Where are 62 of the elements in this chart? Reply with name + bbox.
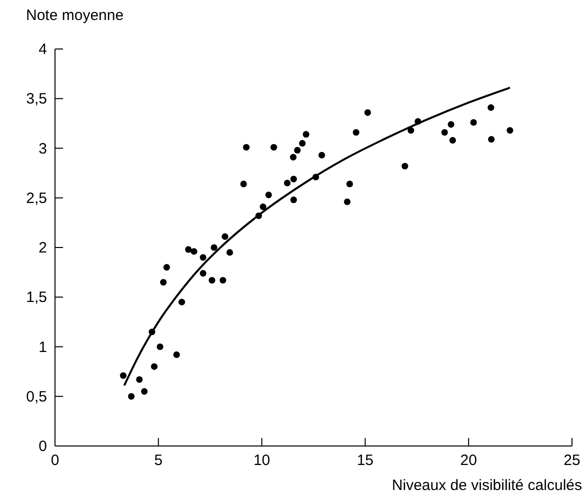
point	[240, 180, 247, 188]
point	[290, 154, 297, 160]
point	[265, 192, 272, 198]
point	[190, 248, 198, 255]
x-tick-label: 25	[564, 452, 580, 469]
y-tick-label: 4	[38, 41, 47, 58]
point	[402, 162, 408, 170]
x-tick-label: 10	[253, 452, 270, 469]
y-tick-label: 2	[38, 240, 47, 256]
point	[120, 372, 127, 379]
point	[290, 196, 297, 204]
y-tick-label: 3	[38, 140, 47, 158]
point	[200, 270, 206, 277]
y-tick-label: 0,5	[26, 388, 47, 406]
point	[290, 176, 297, 182]
point	[222, 233, 228, 240]
y-axis-title: Note moyenne	[26, 7, 124, 24]
point	[470, 119, 477, 126]
point	[260, 204, 266, 210]
x-tick-label: 5	[154, 452, 163, 469]
point	[488, 136, 495, 143]
point	[294, 146, 301, 154]
point	[156, 343, 164, 350]
y-tick-label: 2,5	[26, 190, 47, 207]
point	[270, 144, 278, 151]
point	[136, 376, 143, 383]
point	[226, 249, 234, 256]
point	[364, 109, 371, 116]
y-tick-label: 0	[38, 438, 47, 455]
point	[488, 104, 494, 111]
point	[200, 254, 206, 261]
point	[242, 144, 250, 151]
x-tick-label: 0	[50, 452, 60, 469]
point	[344, 198, 351, 206]
y-tick-label: 1,5	[26, 289, 47, 306]
line-series	[123, 86, 511, 386]
point	[178, 298, 186, 306]
point	[448, 121, 454, 128]
point	[449, 137, 456, 144]
point	[208, 276, 216, 284]
point	[318, 152, 326, 158]
y-tick-label: 1	[38, 338, 47, 356]
point	[163, 264, 170, 271]
point	[441, 129, 448, 136]
point	[160, 278, 167, 286]
point	[128, 393, 135, 400]
point	[173, 351, 180, 358]
y-tick-label: 3,5	[26, 90, 47, 108]
point	[302, 131, 310, 138]
x-tick-label: 15	[356, 452, 374, 469]
point	[185, 246, 192, 253]
point	[299, 140, 306, 147]
point	[352, 129, 360, 136]
point	[346, 180, 353, 188]
point	[150, 363, 158, 370]
x-tick-label: 20	[460, 452, 477, 469]
x-axis-title: Niveaux de visibilité calculés	[392, 477, 582, 494]
point	[210, 244, 218, 251]
point	[506, 127, 514, 134]
point	[284, 180, 291, 186]
point	[220, 276, 226, 284]
point	[141, 388, 148, 395]
